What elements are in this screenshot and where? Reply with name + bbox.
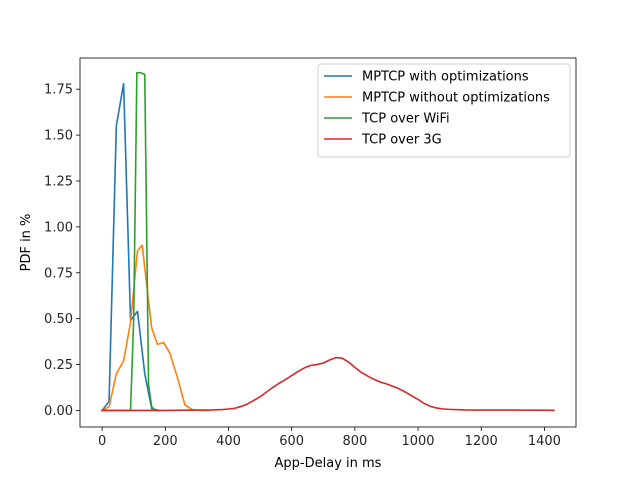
- x-tick-label: 600: [279, 434, 304, 449]
- series-line-3: [101, 356, 555, 412]
- x-axis-label: App-Delay in ms: [275, 456, 382, 471]
- legend-entry-label: MPTCP with optimizations: [362, 70, 529, 85]
- y-tick-label: 1.25: [44, 175, 73, 190]
- y-tick-label: 0.50: [44, 312, 73, 327]
- x-tick-label: 0: [98, 434, 106, 449]
- series-line-1: [101, 244, 211, 412]
- plot-frame: [79, 57, 577, 428]
- legend-entry-label: TCP over WiFi: [361, 112, 450, 127]
- y-tick-label: 1.50: [44, 129, 73, 144]
- x-tick-label: 1400: [528, 434, 561, 449]
- y-tick-label: 0.00: [44, 404, 73, 419]
- x-tick-label: 1000: [401, 434, 434, 449]
- y-tick-label: 0.25: [44, 358, 73, 373]
- x-tick-label: 800: [342, 434, 367, 449]
- x-tick-label: 1200: [465, 434, 498, 449]
- x-axis: 0 200 400 600 800 1000 1200 1400: [98, 427, 561, 449]
- y-axis-label: PDF in %: [19, 214, 34, 272]
- legend-entry-label: TCP over 3G: [361, 133, 442, 148]
- legend-entry-label: MPTCP without optimizations: [362, 91, 550, 106]
- series-layer: [100, 71, 555, 412]
- x-tick-label: 400: [216, 434, 241, 449]
- y-tick-label: 0.75: [44, 266, 73, 281]
- y-axis: 0.00 0.25 0.50 0.75 1.00 1.25 1.50 1.75: [44, 83, 80, 419]
- legend-box: [317, 63, 571, 158]
- x-tick-label: 200: [153, 434, 178, 449]
- legend: MPTCP with optimizations MPTCP without op…: [317, 63, 571, 158]
- y-tick-label: 1.75: [44, 83, 73, 98]
- y-tick-label: 1.00: [44, 220, 73, 235]
